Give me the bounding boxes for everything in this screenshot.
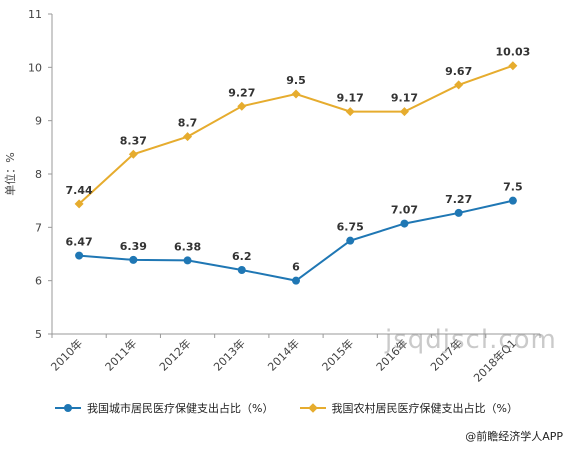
x-tick-label: 2011年	[102, 336, 139, 373]
data-point-0	[75, 251, 84, 260]
data-point-1	[508, 61, 518, 71]
y-tick-label: 6	[35, 275, 42, 288]
data-label-1: 8.7	[178, 117, 198, 130]
data-point-1	[128, 149, 138, 159]
data-point-0	[400, 219, 409, 228]
y-tick-label: 11	[28, 8, 42, 21]
data-label-0: 6.75	[337, 221, 364, 234]
data-label-0: 6	[292, 261, 300, 274]
data-label-1: 10.03	[495, 46, 530, 59]
y-axis-title: 单位：%	[3, 152, 17, 195]
data-point-1	[291, 89, 301, 99]
data-label-1: 9.67	[445, 65, 472, 78]
x-tick-label: 2013年	[210, 336, 247, 373]
data-point-1	[454, 80, 464, 90]
legend-swatch-urban	[55, 403, 82, 413]
x-tick-label: 2010年	[48, 336, 85, 373]
chart-area: 5 6 7 8 9 10 11 单位：% 2010年 2011年 2012年 2013年 2014年 20…	[3, 8, 541, 385]
data-label-0: 7.27	[445, 193, 472, 206]
data-label-1: 9.5	[286, 74, 306, 87]
x-tick-label: 2015年	[319, 336, 356, 373]
data-point-0	[292, 276, 300, 285]
legend: 我国城市居民医疗保健支出占比（%） 我国农村居民医疗保健支出占比（%）	[0, 400, 573, 416]
data-point-0	[346, 236, 355, 245]
y-tick-label: 7	[35, 221, 42, 234]
y-tick-label: 10	[28, 61, 42, 74]
legend-label-rural: 我国农村居民医疗保健支出占比（%）	[331, 402, 518, 415]
legend-item-rural: 我国农村居民医疗保健支出占比（%）	[299, 400, 518, 416]
legend-swatch-rural	[299, 403, 326, 413]
data-label-1: 9.17	[391, 92, 418, 105]
data-label-1: 7.44	[66, 184, 93, 197]
data-label-0: 6.2	[232, 250, 252, 263]
legend-label-urban: 我国城市居民医疗保健支出占比（%）	[87, 402, 274, 415]
data-label-0: 7.07	[391, 204, 418, 217]
data-point-0	[508, 196, 517, 205]
data-label-0: 6.47	[66, 236, 93, 249]
y-tick-label: 5	[35, 328, 42, 341]
data-label-0: 7.5	[503, 181, 523, 194]
y-tick-label: 8	[35, 168, 42, 181]
data-point-0	[183, 256, 192, 265]
source-credit: @前瞻经济学人APP	[465, 430, 563, 443]
data-point-1	[74, 199, 84, 209]
x-tick-label: 2014年	[265, 336, 302, 373]
watermark-url: jsqdjscl.com	[385, 325, 557, 355]
data-point-1	[399, 107, 409, 117]
data-point-0	[237, 266, 246, 274]
data-label-0: 6.38	[174, 240, 201, 253]
data-point-1	[183, 132, 193, 142]
legend-item-urban: 我国城市居民医疗保健支出占比（%）	[55, 400, 274, 416]
data-label-1: 9.27	[228, 86, 255, 99]
y-tick-label: 9	[35, 115, 42, 128]
data-point-0	[454, 208, 463, 217]
x-tick-label: 2012年	[156, 336, 193, 373]
data-point-1	[237, 101, 247, 111]
data-point-1	[345, 107, 355, 117]
data-point-0	[129, 255, 138, 264]
data-label-1: 9.17	[337, 92, 364, 105]
data-label-0: 6.39	[120, 240, 147, 253]
data-label-1: 8.37	[120, 134, 147, 147]
